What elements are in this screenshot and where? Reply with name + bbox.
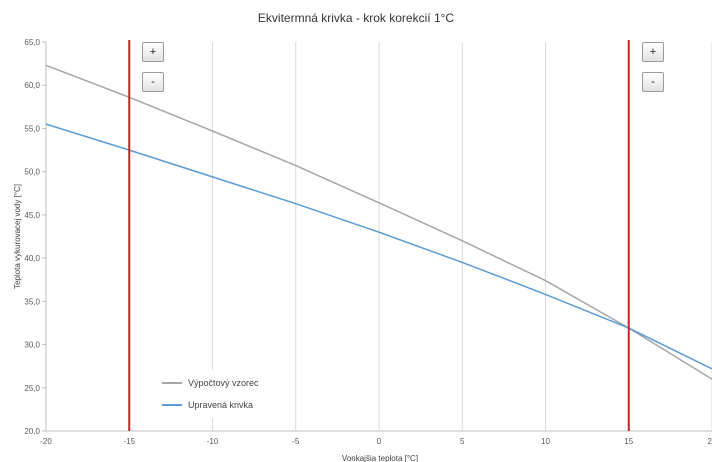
x-axis-title: Vonkajšia teplota [°C] — [342, 454, 418, 462]
x-tick-label: 10 — [541, 437, 550, 446]
y-tick-label: 55,0 — [24, 124, 40, 133]
y-tick-label: 45,0 — [24, 211, 40, 220]
y-tick-label: 40,0 — [24, 254, 40, 263]
x-tick-label: 15 — [624, 437, 633, 446]
y-tick-label: 65,0 — [24, 38, 40, 47]
x-tick-label: 20 — [708, 437, 712, 446]
chart-title: Ekvitermná krivka - krok korekcií 1°C — [258, 11, 455, 25]
y-axis-title: Teplota vykurovacej vody [°C] — [13, 184, 22, 289]
legend: Výpočtový vzorec Upravená krivka — [156, 370, 282, 418]
y-tick-label: 60,0 — [24, 81, 40, 90]
legend-item-adjusted: Upravená krivka — [162, 400, 253, 410]
x-tick-label: -15 — [123, 437, 135, 446]
series-line-2 — [45, 123, 712, 370]
y-tick-label: 30,0 — [24, 341, 40, 350]
series-line-1 — [45, 64, 712, 380]
x-tick-label: -10 — [207, 437, 219, 446]
x-tick-label: 5 — [460, 437, 465, 446]
legend-item-formula: Výpočtový vzorec — [162, 378, 259, 388]
y-tick-label: 25,0 — [24, 384, 40, 393]
x-tick-label: -20 — [40, 437, 52, 446]
legend-label-formula: Výpočtový vzorec — [188, 378, 259, 388]
legend-swatch-formula — [162, 382, 182, 384]
y-tick-label: 50,0 — [24, 168, 40, 177]
left-decrease-button[interactable]: - — [142, 72, 164, 92]
legend-swatch-adjusted — [162, 404, 182, 406]
right-increase-button[interactable]: + — [642, 42, 664, 62]
right-decrease-button[interactable]: - — [642, 72, 664, 92]
x-tick-label: -5 — [292, 437, 300, 446]
legend-label-adjusted: Upravená krivka — [188, 400, 254, 410]
y-tick-label: 35,0 — [24, 297, 40, 306]
y-tick-label: 20,0 — [24, 427, 40, 436]
left-increase-button[interactable]: + — [142, 42, 164, 62]
x-tick-label: 0 — [377, 437, 382, 446]
